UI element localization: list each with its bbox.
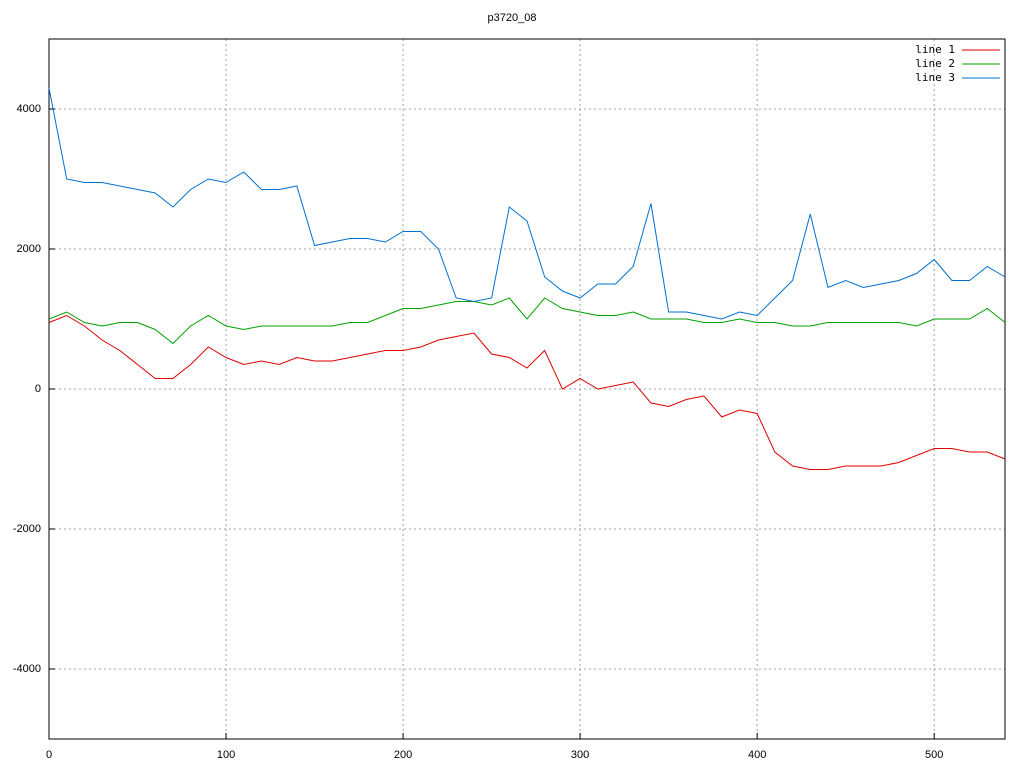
x-tick-label: 100 [217, 749, 235, 761]
legend-label: line 3 [915, 71, 955, 84]
series-line [48, 314, 1006, 470]
y-tick-label: -2000 [13, 523, 41, 535]
y-tick-label: 2000 [17, 243, 41, 255]
chart-title: p3720_08 [488, 12, 537, 24]
series-line [48, 297, 1006, 345]
plot-border [48, 38, 1006, 740]
series-line [48, 87, 1006, 320]
x-tick-label: 300 [571, 749, 589, 761]
y-tick-label: 4000 [17, 103, 41, 115]
x-tick-label: 500 [925, 749, 943, 761]
legend-label: line 1 [915, 43, 955, 56]
x-tick-label: 200 [394, 749, 412, 761]
y-tick-label: 0 [35, 383, 41, 395]
legend-label: line 2 [915, 57, 955, 70]
x-tick-label: 400 [748, 749, 766, 761]
x-tick-label: 0 [46, 749, 52, 761]
y-tick-label: -4000 [13, 663, 41, 675]
